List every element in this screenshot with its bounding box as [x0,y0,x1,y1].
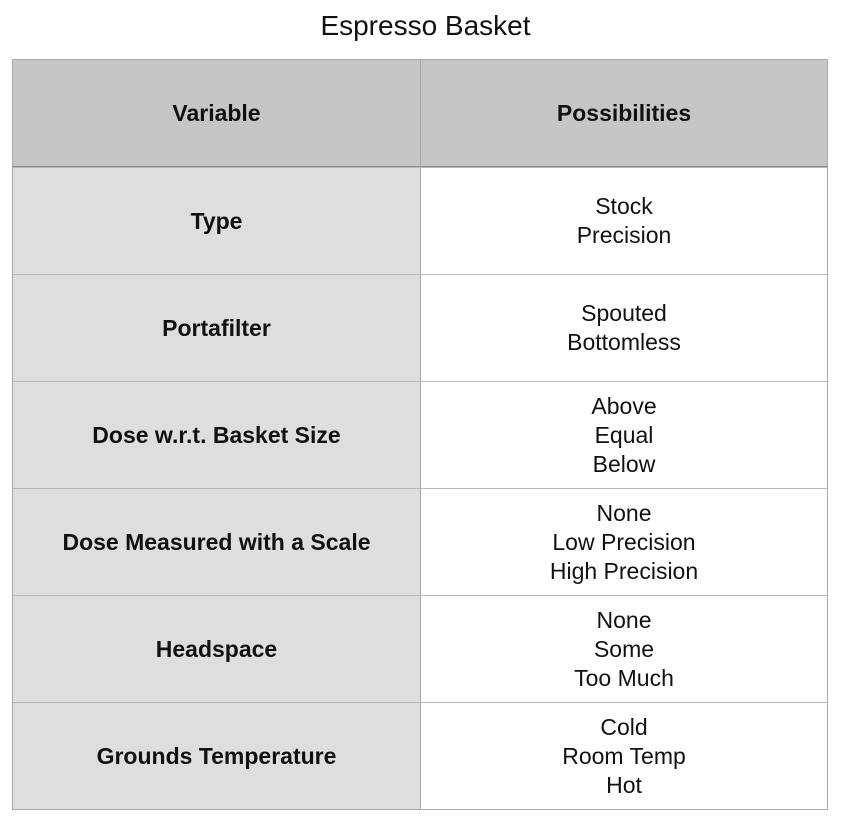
table-row: Dose Measured with a Scale None Low Prec… [13,488,827,595]
possibilities-cell: Stock Precision [421,168,827,274]
possibility-value: Too Much [574,664,674,691]
table-header-row: Variable Possibilities [13,60,827,167]
possibilities-cell: Cold Room Temp Hot [421,703,827,809]
variable-cell: Type [13,168,421,274]
possibility-value: Stock [595,193,653,219]
possibilities-cell: Spouted Bottomless [421,275,827,381]
possibility-value: Below [592,450,656,477]
page-title: Espresso Basket [320,10,531,41]
possibility-value: Spouted [581,300,667,326]
possibility-value: Above [591,392,657,419]
possibility-value: Bottomless [567,329,681,355]
table-row: Type Stock Precision [13,167,827,274]
possibilities-cell: Above Equal Below [421,382,827,488]
table-row: Portafilter Spouted Bottomless [13,274,827,381]
table-row: Headspace None Some Too Much [13,595,827,702]
variable-cell: Dose w.r.t. Basket Size [13,382,421,488]
possibility-value: Cold [600,713,648,740]
possibilities-cell: None Some Too Much [421,596,827,702]
espresso-basket-table: Variable Possibilities Type Stock Precis… [12,59,828,810]
variable-cell: Headspace [13,596,421,702]
possibility-value: Room Temp [562,742,686,769]
possibility-value: Hot [606,771,642,798]
possibility-value: Low Precision [552,528,696,555]
possibility-value: Equal [594,421,654,448]
possibility-value: Some [593,635,655,662]
variable-cell: Grounds Temperature [13,703,421,809]
table-row: Grounds Temperature Cold Room Temp Hot [13,702,827,809]
table-row: Dose w.r.t. Basket Size Above Equal Belo… [13,381,827,488]
column-header-variable: Variable [13,60,421,166]
possibility-value: None [596,499,652,526]
possibilities-cell: None Low Precision High Precision [421,489,827,595]
variable-cell: Portafilter [13,275,421,381]
column-header-possibilities: Possibilities [556,99,692,126]
possibility-value: Precision [576,222,672,248]
variable-cell: Dose Measured with a Scale [13,489,421,595]
possibility-value: None [596,606,652,633]
possibility-value: High Precision [549,557,699,584]
